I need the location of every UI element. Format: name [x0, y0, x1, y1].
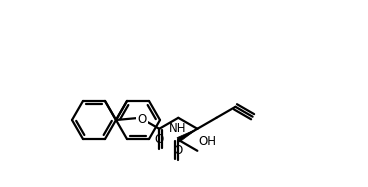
Text: NH: NH	[169, 122, 186, 135]
Text: OH: OH	[198, 135, 216, 148]
Polygon shape	[177, 129, 197, 142]
Text: O: O	[138, 113, 147, 126]
Text: O: O	[155, 133, 164, 146]
Text: O: O	[174, 144, 183, 157]
